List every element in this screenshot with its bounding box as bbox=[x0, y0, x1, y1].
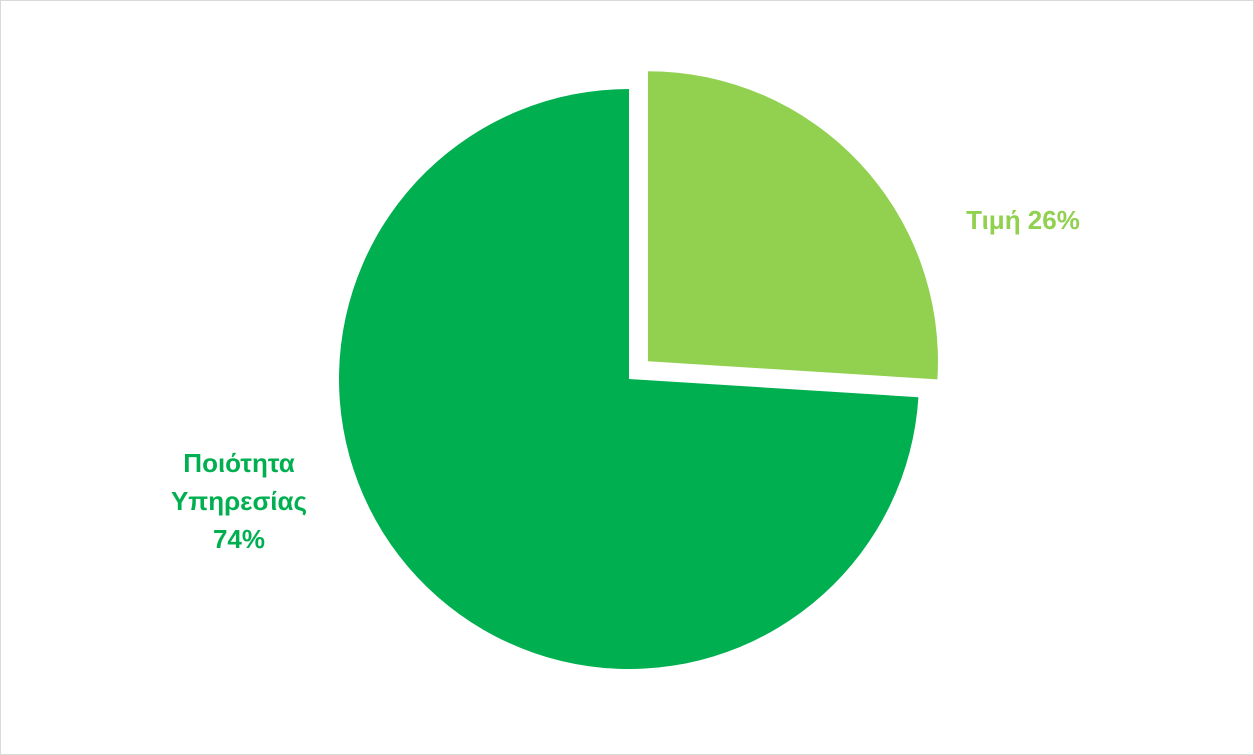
slice-label-line: Υπηρεσίας bbox=[171, 486, 307, 516]
slice-label-0: Τιμή 26% bbox=[966, 205, 1080, 235]
slice-label-line: 74% bbox=[213, 524, 265, 554]
slice-label-line: Τιμή 26% bbox=[966, 205, 1080, 235]
slice-label-line: Ποιότητα bbox=[183, 448, 294, 478]
pie-slice-0 bbox=[647, 71, 938, 380]
pie-slice-1 bbox=[339, 88, 919, 669]
slice-label-1: Ποιότητα Υπηρεσίας 74% bbox=[171, 448, 307, 554]
